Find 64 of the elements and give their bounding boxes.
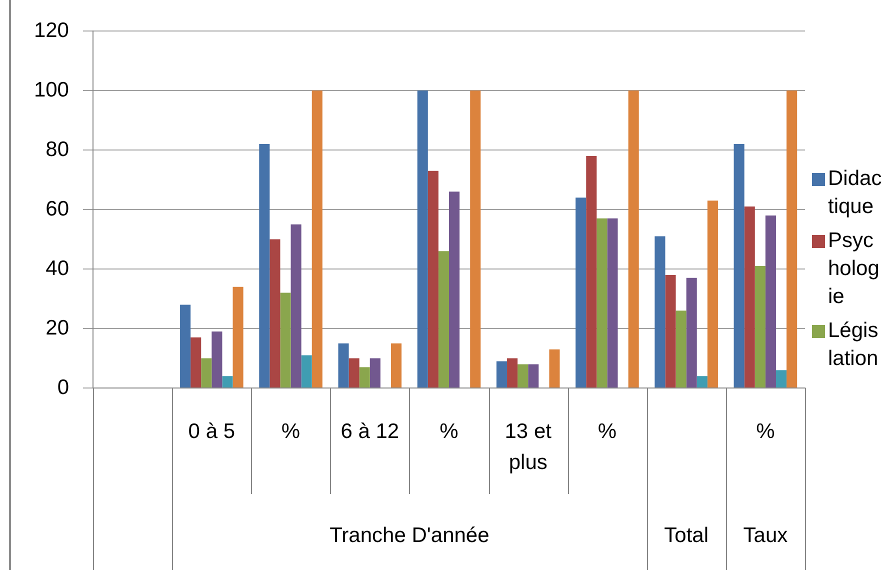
bar — [201, 358, 212, 388]
y-tick-label: 120 — [34, 18, 69, 42]
bar — [190, 337, 202, 388]
y-tick-label: 40 — [46, 256, 69, 280]
x-tick-label: % — [598, 420, 617, 443]
bar — [359, 367, 370, 388]
bar — [348, 358, 360, 388]
bar — [686, 278, 697, 388]
text: Taux — [743, 524, 788, 547]
bar — [707, 200, 718, 388]
bar — [586, 156, 597, 388]
bar — [754, 266, 766, 388]
y-tick-label: 100 — [34, 78, 69, 102]
y-tick-label: 20 — [46, 316, 69, 340]
bar — [449, 192, 460, 388]
x-tick-label: 0 à 5 — [188, 420, 236, 443]
bar — [528, 364, 539, 388]
bar — [301, 355, 312, 388]
bar — [470, 90, 481, 388]
bar — [518, 364, 528, 388]
bar — [734, 144, 744, 388]
bar — [259, 144, 270, 388]
text: Tranche D'année — [330, 524, 490, 547]
bar — [270, 239, 280, 388]
y-tick-label: 80 — [46, 138, 69, 161]
bar — [232, 286, 244, 388]
bar — [280, 292, 291, 388]
bar — [549, 349, 560, 388]
x-tick-label: 6 à 12 — [340, 420, 400, 443]
text: Total — [664, 524, 709, 547]
bar — [576, 198, 586, 388]
bar — [438, 251, 449, 388]
legend-label: Législation — [828, 318, 880, 372]
bar — [628, 90, 639, 388]
bar — [390, 343, 402, 388]
bar — [212, 331, 222, 388]
bar — [338, 343, 349, 388]
bar — [507, 358, 518, 388]
x-tick-label: % — [756, 420, 775, 443]
bar — [222, 376, 233, 388]
x-tick-label: % — [281, 420, 300, 443]
bar — [696, 376, 708, 388]
legend-label: Didactique — [828, 166, 882, 220]
y-tick-label: 60 — [46, 197, 69, 220]
bar — [607, 218, 618, 388]
bar — [765, 215, 776, 388]
bar — [786, 90, 798, 388]
legend-label: Psychologie — [828, 228, 880, 310]
bar — [428, 170, 438, 388]
bar — [665, 274, 676, 388]
bar — [596, 218, 608, 388]
bar — [290, 224, 302, 388]
bar — [370, 358, 380, 388]
y-tick-label: 0 — [57, 376, 69, 399]
bar — [180, 304, 191, 388]
bar — [417, 90, 428, 388]
x-tick-label: 13 et plus — [504, 420, 552, 474]
bar — [676, 310, 686, 388]
bar — [776, 370, 787, 388]
bar — [312, 90, 322, 388]
x-tick-label: % — [440, 420, 458, 443]
bar — [654, 236, 666, 388]
bar — [496, 361, 508, 388]
bar — [744, 206, 755, 388]
